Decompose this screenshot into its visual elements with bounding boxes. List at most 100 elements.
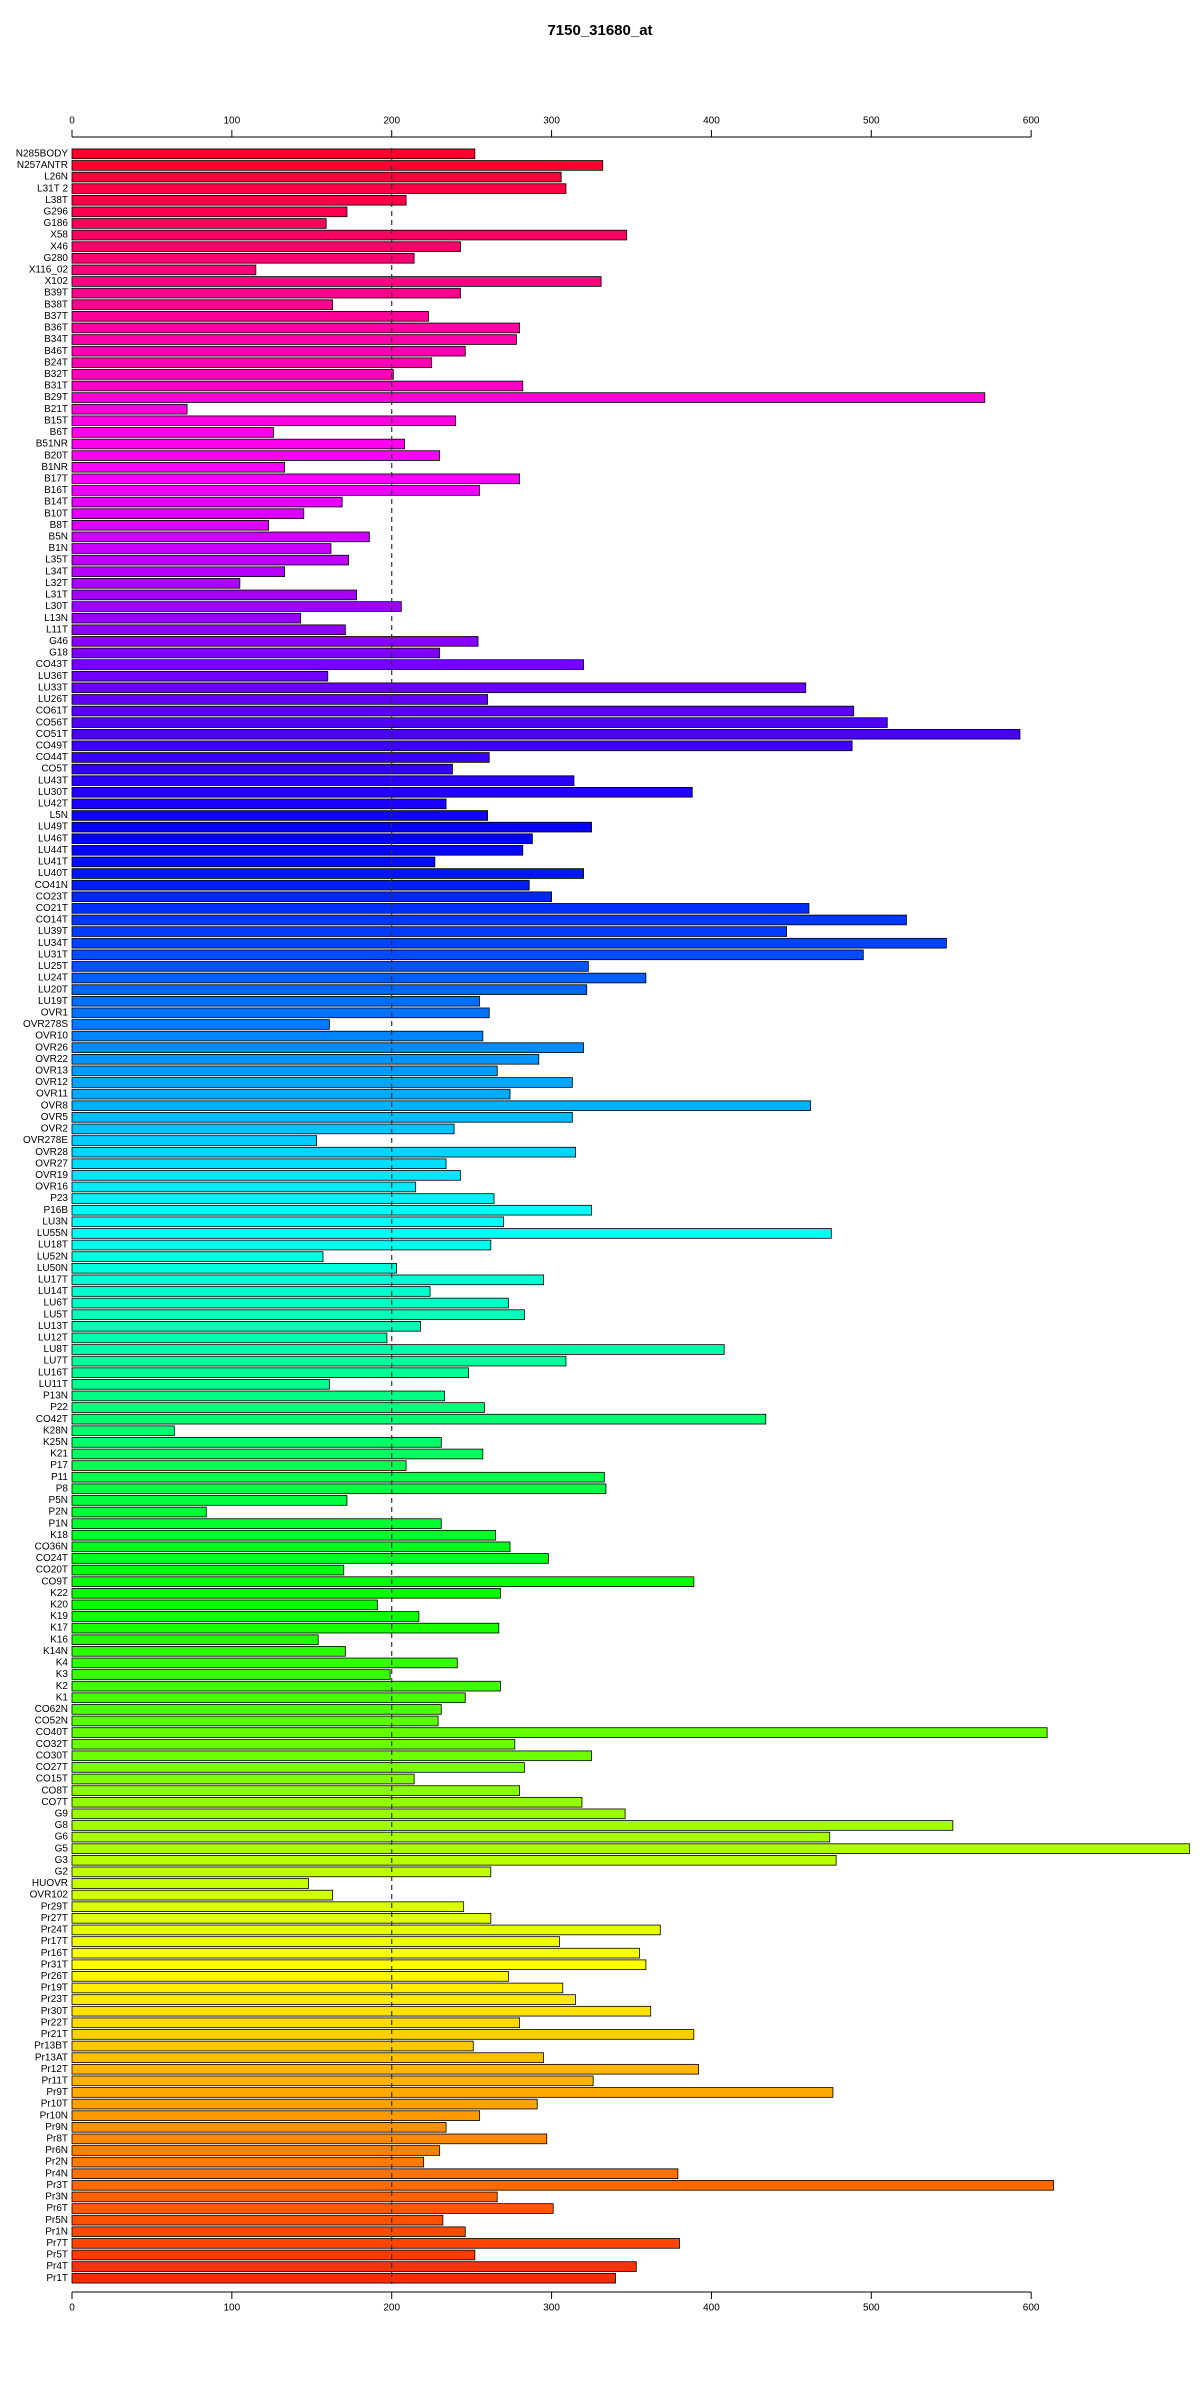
bar (71, 287, 461, 299)
bar (71, 1855, 837, 1866)
y-tick-label: LU25T (38, 961, 68, 972)
y-tick-label: LU3N (42, 1216, 68, 1227)
y-tick-label: Pr22T (41, 2017, 68, 2028)
bar (71, 1007, 490, 1019)
bar (71, 403, 188, 415)
bar (71, 612, 301, 624)
y-tick-label: CO43T (36, 659, 68, 670)
bar (71, 2191, 498, 2203)
chart-title: 7150_31680_at (547, 22, 652, 39)
bar (71, 450, 441, 461)
bar (71, 1994, 576, 2005)
y-tick-label: Pr31T (41, 1959, 68, 1970)
y-tick-label: Pr1T (46, 2273, 68, 2284)
bar (71, 1181, 417, 1193)
bar (71, 1796, 583, 1808)
x-tick-label: 400 (703, 2303, 720, 2314)
bar (71, 1193, 495, 1204)
bar (71, 1321, 421, 1332)
bar (71, 1588, 501, 1599)
y-tick-label: LU24T (38, 973, 68, 984)
x-tick-label: 400 (703, 116, 720, 127)
y-tick-label: K22 (50, 1588, 68, 1599)
x-tick-label: 600 (1023, 116, 1040, 127)
y-tick-label: X58 (50, 230, 68, 241)
y-tick-label: B14T (44, 497, 68, 508)
bar (71, 984, 588, 995)
y-tick-label: B36T (44, 323, 68, 334)
y-tick-label: CO30T (36, 1750, 68, 1761)
y-tick-label: B39T (44, 288, 68, 299)
y-tick-label: N285BODY (16, 148, 69, 159)
x-tick-label: 300 (543, 2303, 560, 2314)
bar (71, 1901, 465, 1912)
bar (71, 1239, 492, 1251)
bar (71, 531, 370, 543)
bar (71, 2029, 695, 2040)
bar (71, 2052, 544, 2063)
bar (71, 1019, 330, 1030)
bar (71, 2063, 700, 2075)
bar (71, 2180, 1054, 2191)
y-tick-label: LU12T (38, 1333, 68, 1344)
y-tick-label: OVR27 (35, 1158, 68, 1169)
y-tick-label: L34T (45, 566, 68, 577)
bar (71, 1112, 573, 1123)
y-tick-label: K14N (43, 1646, 68, 1657)
y-tick-label: G280 (44, 253, 69, 264)
y-tick-label: OVR102 (30, 1890, 69, 1901)
bar (71, 1785, 521, 1796)
y-tick-label: CO61T (36, 706, 68, 717)
bar (71, 1599, 378, 1611)
y-tick-label: OVR11 (36, 1089, 68, 1100)
y-tick-label: B16T (44, 485, 68, 496)
bar (71, 717, 888, 728)
y-tick-label: G3 (55, 1855, 69, 1866)
x-tick-label: 0 (69, 2303, 75, 2314)
bar (71, 2133, 548, 2145)
y-tick-label: LU26T (38, 694, 68, 705)
y-tick-label: N257ANTR (17, 160, 68, 171)
y-tick-label: Pr8T (46, 2134, 68, 2145)
bar (71, 241, 461, 252)
bar (71, 763, 453, 775)
bar (71, 1448, 484, 1460)
bar (71, 972, 647, 984)
bar (71, 566, 286, 577)
bar (71, 2110, 481, 2121)
y-tick-label: Pr29T (41, 1901, 68, 1912)
y-tick-label: CO41N (35, 880, 68, 891)
x-tick-label: 300 (543, 116, 560, 127)
bar (71, 1611, 420, 1622)
x-tick-label: 100 (224, 2303, 241, 2314)
bar (71, 1170, 461, 1181)
bar (71, 903, 810, 914)
bar (71, 2238, 680, 2249)
y-tick-label: CO20T (36, 1565, 68, 1576)
y-tick-label: L26N (44, 172, 68, 183)
bar (71, 752, 490, 763)
y-tick-label: CO14T (36, 915, 68, 926)
bar (71, 2156, 425, 2168)
bar (71, 1413, 767, 1425)
bar (71, 856, 436, 868)
y-tick-label: Pr5N (45, 2215, 68, 2226)
y-tick-label: CO44T (36, 752, 68, 763)
bar (71, 1088, 511, 1100)
y-tick-label: G296 (44, 206, 69, 217)
bar (71, 1030, 484, 1042)
y-tick-label: Pr21T (41, 2029, 68, 2040)
bar (71, 740, 853, 752)
y-tick-label: B17T (44, 473, 68, 484)
bar (71, 1738, 516, 1750)
y-tick-label: LU6T (44, 1298, 68, 1309)
y-tick-label: HUOVR (32, 1878, 68, 1889)
y-tick-label: CO8T (41, 1785, 68, 1796)
y-tick-label: LU18T (38, 1240, 68, 1251)
y-tick-label: LU7T (44, 1356, 68, 1367)
bar (71, 995, 481, 1007)
bar (71, 2203, 554, 2214)
y-tick-label: CO42T (36, 1414, 68, 1425)
bar (71, 1309, 525, 1320)
bar (71, 218, 327, 229)
